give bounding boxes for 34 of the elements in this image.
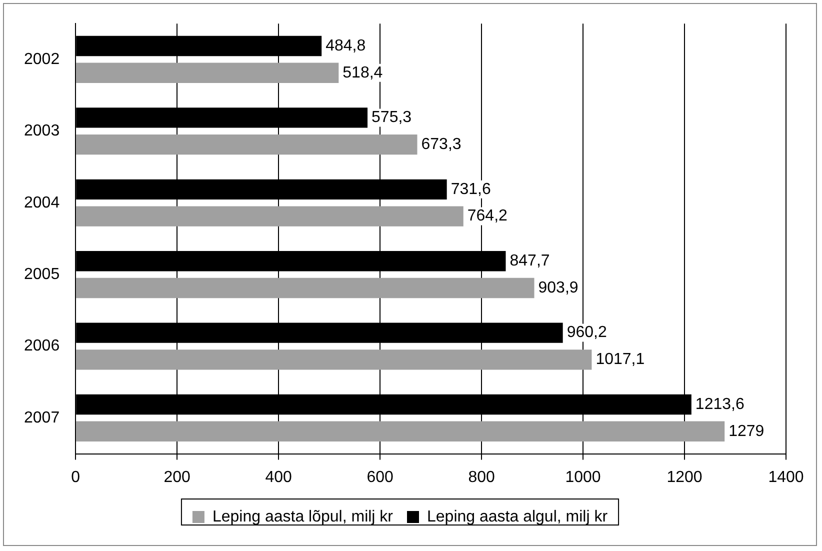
legend-label: Leping aasta algul, milj kr [427, 508, 608, 526]
data-label: 731,6 [450, 180, 491, 198]
x-tick-label: 200 [164, 468, 191, 486]
x-tick-label: 600 [366, 468, 394, 486]
y-tick-label: 2004 [24, 194, 60, 212]
y-tick-label: 2005 [24, 266, 60, 283]
y-tick-label: 2002 [24, 50, 60, 68]
y-tick-label: 2006 [24, 338, 60, 355]
bar [76, 278, 534, 298]
x-tick-label: 800 [468, 468, 495, 486]
x-tick-label: 1000 [565, 468, 601, 486]
bar [76, 421, 725, 442]
data-label: 484,8 [326, 37, 366, 54]
data-label: 960,2 [566, 324, 607, 342]
data-label: 764,2 [467, 208, 508, 225]
x-tick-label: 1200 [666, 468, 702, 486]
data-label: 518,4 [342, 64, 383, 82]
x-tick-label: 1400 [768, 468, 804, 486]
y-tick-label: 2003 [24, 122, 60, 140]
y-tick-label: 2007 [24, 409, 60, 426]
data-label: 1017,1 [596, 351, 645, 368]
data-label: 847,7 [510, 252, 550, 270]
bar [76, 206, 464, 226]
data-label: 903,9 [538, 279, 578, 296]
legend-label: Leping aasta lõpul, milj kr [212, 508, 394, 526]
data-label: 1279 [728, 422, 764, 440]
data-label: 575,3 [372, 109, 412, 126]
bar [76, 62, 339, 83]
data-label: 1213,6 [695, 396, 744, 413]
bar [76, 350, 592, 370]
x-tick-label: 400 [265, 468, 292, 486]
data-label: 673,3 [421, 136, 462, 153]
x-tick-label: 0 [71, 468, 80, 486]
bar [76, 134, 418, 155]
